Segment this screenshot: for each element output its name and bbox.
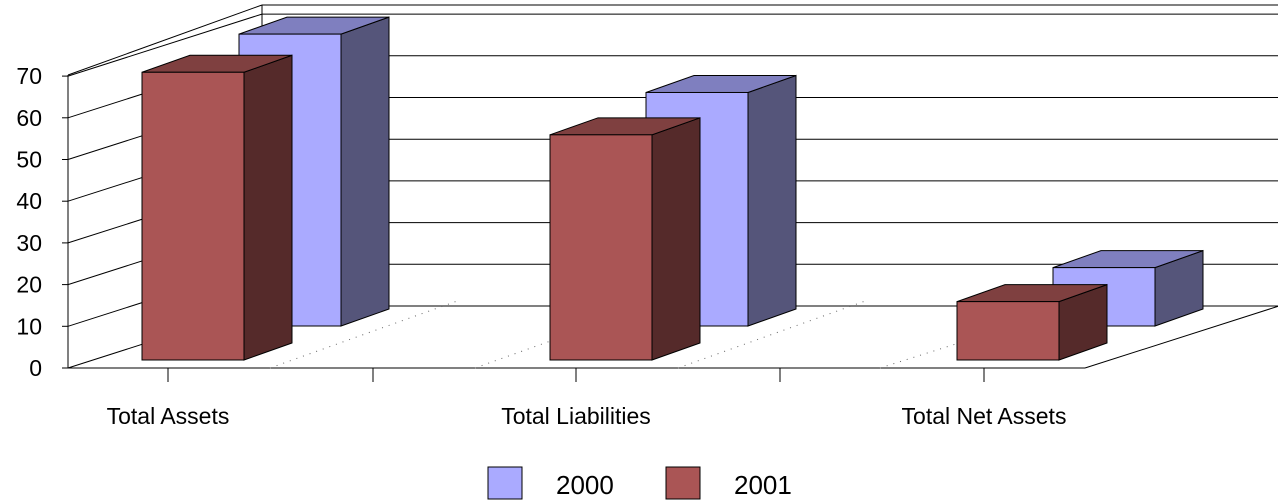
floor-divider bbox=[677, 299, 869, 369]
legend-swatch bbox=[487, 466, 523, 500]
floor-right-edge bbox=[1084, 305, 1278, 369]
x-category-label: Total Assets bbox=[107, 403, 230, 429]
legend-label: 2001 bbox=[734, 470, 792, 500]
y-axis: 0 10 20 30 40 50 60 70 bbox=[16, 63, 69, 381]
y-tick-label: 50 bbox=[16, 147, 42, 173]
y-tick-label: 30 bbox=[16, 230, 42, 256]
legend-label: 2000 bbox=[556, 470, 614, 500]
bar-2001 bbox=[956, 283, 1108, 361]
y-tick-label: 40 bbox=[16, 188, 42, 214]
legend-swatch bbox=[665, 466, 701, 500]
bar-2001 bbox=[141, 54, 293, 361]
left-wall-top-edge bbox=[67, 4, 263, 76]
side-gridline bbox=[67, 13, 263, 77]
y-tick-label: 0 bbox=[29, 355, 42, 381]
y-tick-label: 70 bbox=[16, 63, 42, 89]
x-axis: Total Assets Total Liabilities Total Net A… bbox=[68, 299, 1085, 429]
y-tick-label: 20 bbox=[16, 272, 42, 298]
y-tick-label: 10 bbox=[16, 313, 42, 339]
bar-2001 bbox=[549, 117, 701, 361]
y-tick-label: 60 bbox=[16, 105, 42, 131]
x-category-label: Total Liabilities bbox=[501, 403, 651, 429]
legend: 2000 2001 bbox=[487, 466, 792, 500]
bars bbox=[141, 16, 1204, 361]
x-category-label: Total Net Assets bbox=[902, 403, 1067, 429]
floor-divider bbox=[269, 299, 461, 369]
